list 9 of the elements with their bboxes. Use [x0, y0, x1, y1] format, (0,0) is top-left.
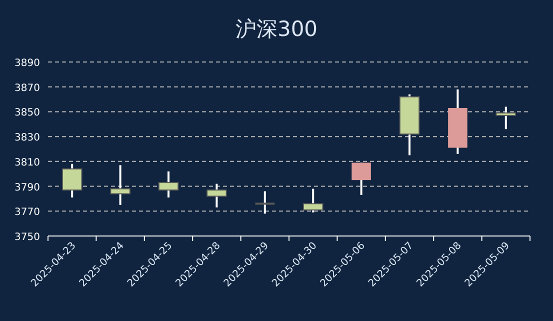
chart-title: 沪深300	[235, 17, 318, 41]
y-tick-label: 3830	[14, 132, 40, 144]
y-tick-label: 3810	[14, 157, 40, 168]
y-tick-label: 3850	[14, 108, 40, 119]
y-tick-label: 3790	[14, 182, 40, 194]
y-tick-label: 3870	[14, 82, 40, 94]
y-tick-label: 3890	[14, 58, 40, 69]
y-tick-label: 3770	[14, 207, 40, 218]
y-tick-label: 3750	[14, 232, 40, 243]
